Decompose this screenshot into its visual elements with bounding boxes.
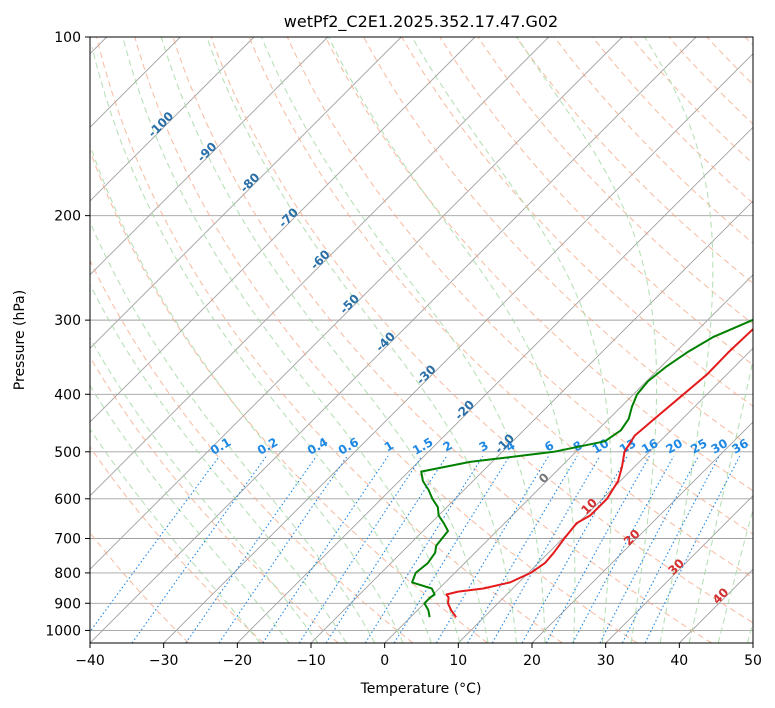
x-tick-label: −20 bbox=[223, 653, 253, 669]
moist-adiabat-line bbox=[644, 37, 714, 643]
isotherm-line bbox=[163, 53, 753, 643]
mixing-ratio-line bbox=[262, 455, 389, 643]
moist-adiabat-line bbox=[90, 283, 347, 643]
axes: −40 −30 −20 −10 0 10 20 30 40 50 100 200 300 400 500 60… bbox=[45, 30, 762, 669]
y-tick-label: 1000 bbox=[45, 623, 81, 639]
moist-adiabat-line bbox=[516, 37, 658, 643]
moist-adiabat-line bbox=[122, 37, 461, 643]
dry-adiabat-line bbox=[401, 37, 753, 407]
plot-frame bbox=[89, 36, 754, 644]
mixing-ratio-line bbox=[599, 455, 699, 643]
mixing-ratio-line bbox=[621, 455, 720, 643]
isotherm-line bbox=[90, 37, 255, 202]
y-tick-label: 700 bbox=[54, 532, 81, 548]
mixing-ratio-line bbox=[218, 455, 348, 643]
x-tick-label: −40 bbox=[75, 653, 105, 669]
y-tick-label: 900 bbox=[54, 596, 81, 612]
isotherm-line bbox=[752, 642, 753, 643]
moist-adiabat-line bbox=[90, 428, 261, 643]
dry-adiabat-line bbox=[172, 37, 712, 643]
mixing-ratio-line bbox=[644, 455, 741, 643]
isotherm-line bbox=[90, 37, 402, 349]
y-axis-label: Pressure (hPa) bbox=[12, 290, 28, 390]
mixing-ratio-line bbox=[467, 455, 578, 643]
y-tick-label: 500 bbox=[54, 445, 81, 461]
moist-adiabat-line bbox=[717, 507, 753, 643]
dry-adiabat-line bbox=[515, 37, 753, 284]
isotherm-line bbox=[384, 274, 753, 643]
x-tick-label: 30 bbox=[597, 653, 615, 669]
x-tick-label: 40 bbox=[670, 653, 688, 669]
dewpoint-line bbox=[411, 318, 753, 618]
x-tick-label: 20 bbox=[523, 653, 541, 669]
isotherm-line bbox=[605, 495, 753, 643]
y-tick-label: 300 bbox=[54, 313, 81, 329]
dry-adiabat-line bbox=[90, 445, 264, 643]
dry-adiabat-line bbox=[477, 37, 753, 325]
isotherm-line bbox=[531, 421, 753, 643]
x-tick-label: −10 bbox=[296, 653, 326, 669]
moist-adiabat-line bbox=[261, 37, 546, 643]
y-tick-label: 100 bbox=[54, 30, 81, 46]
y-tick-label: 600 bbox=[54, 492, 81, 508]
mixing-ratio-line bbox=[90, 455, 220, 633]
plot-background bbox=[90, 37, 753, 643]
y-tick-label: 800 bbox=[54, 566, 81, 582]
series-lines bbox=[411, 318, 753, 618]
y-tick-label: 400 bbox=[54, 387, 81, 403]
chart-title: wetPf2_C2E1.2025.352.17.47.G02 bbox=[284, 12, 558, 32]
dry-adiabat-line bbox=[325, 37, 753, 492]
dry-adiabat-line bbox=[592, 37, 753, 204]
isotherm-line bbox=[90, 37, 550, 497]
moist-adiabat-line bbox=[90, 384, 290, 643]
moist-adiabat-line bbox=[91, 46, 432, 643]
dry-adiabat-line bbox=[96, 37, 563, 643]
isotherm-line bbox=[90, 37, 329, 276]
mixing-ratio-line bbox=[298, 455, 423, 643]
x-tick-label: 0 bbox=[380, 653, 389, 669]
temperature-line bbox=[445, 327, 753, 618]
x-tick-label: −30 bbox=[149, 653, 179, 669]
isotherm-line bbox=[90, 37, 623, 570]
moist-adiabat-line bbox=[90, 220, 376, 643]
isotherm-line bbox=[236, 126, 753, 643]
mixing-ratio-line bbox=[393, 455, 511, 643]
isotherm-line bbox=[90, 37, 476, 423]
y-tick-label: 200 bbox=[54, 209, 81, 225]
x-tick-label: 50 bbox=[744, 653, 762, 669]
mixing-ratio-line bbox=[435, 455, 549, 643]
dry-adiabat-line bbox=[248, 37, 753, 579]
moist-adiabat-line bbox=[328, 37, 576, 643]
mixing-ratio-line bbox=[364, 455, 484, 643]
moist-adiabat-line bbox=[206, 37, 517, 643]
x-tick-label: 10 bbox=[449, 653, 467, 669]
dry-adiabat-line bbox=[210, 37, 753, 624]
moist-adiabat-line bbox=[90, 143, 404, 643]
moist-adiabat-line bbox=[688, 357, 753, 643]
dry-adiabat-line bbox=[363, 37, 753, 449]
isotherm-line bbox=[90, 37, 697, 643]
dry-adiabat-line bbox=[630, 37, 753, 165]
moist-adiabat-line bbox=[160, 37, 489, 643]
mixing-ratio-line bbox=[572, 455, 675, 643]
dry-adiabat-line bbox=[90, 259, 414, 643]
x-axis-label: Temperature (°C) bbox=[360, 681, 482, 697]
moist-adiabat-line bbox=[411, 37, 612, 643]
background-lines bbox=[90, 37, 753, 643]
isotherm-line bbox=[457, 347, 753, 643]
